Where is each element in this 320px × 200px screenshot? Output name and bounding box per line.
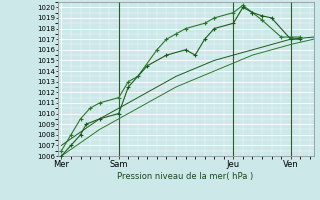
X-axis label: Pression niveau de la mer( hPa ): Pression niveau de la mer( hPa ) [117, 172, 254, 181]
